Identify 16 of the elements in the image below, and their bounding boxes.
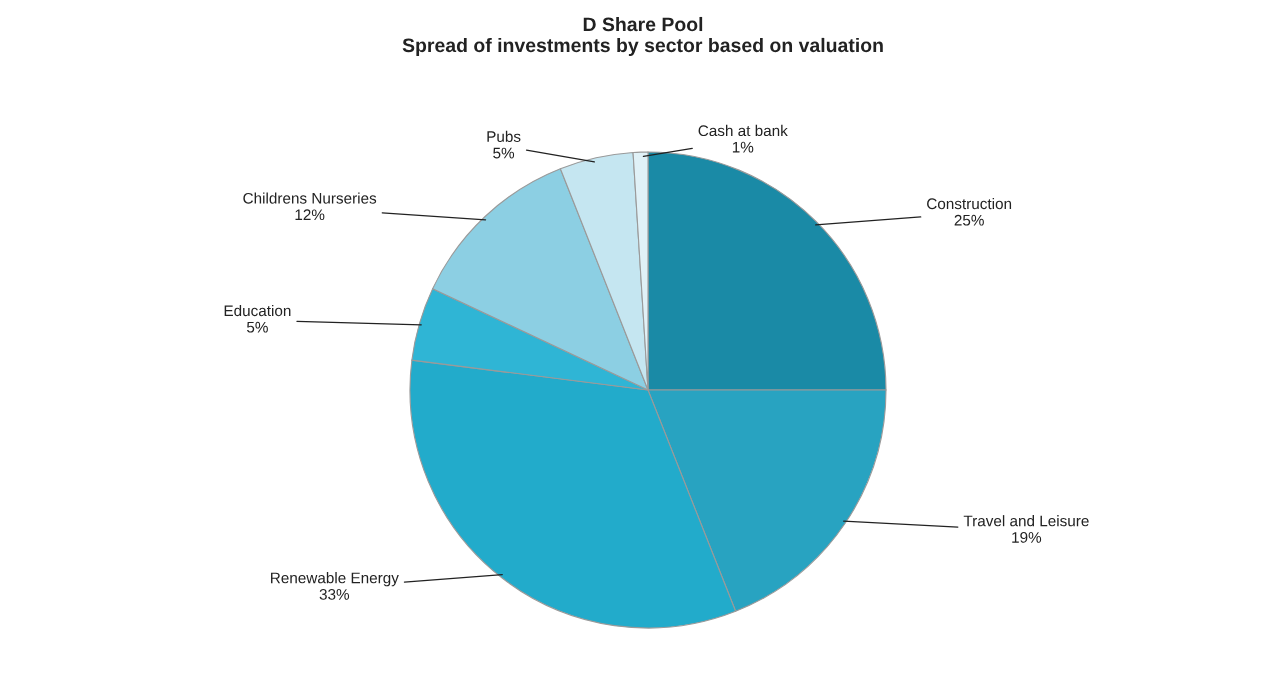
slice-label: Renewable Energy	[271, 572, 399, 587]
data-label: 5%	[246, 321, 268, 333]
slice-label: Cash at bank	[698, 124, 788, 137]
data-label: 5%	[493, 147, 515, 159]
chart-subtitle: Spread of investments by sector based on valuation	[402, 37, 883, 57]
data-label: 1%	[732, 141, 754, 153]
slice-label: Construction	[927, 197, 1012, 210]
data-label: 33%	[319, 588, 350, 600]
chart-title: D Share Pool	[583, 16, 703, 32]
slice-label: Childrens Nurseries	[243, 192, 377, 204]
slice-label: Education	[224, 304, 291, 317]
slice-label: Travel and Leisure	[963, 515, 1089, 527]
data-label: 12%	[295, 209, 325, 221]
data-label: 19%	[1012, 531, 1042, 543]
slice-label: Pubs	[487, 130, 521, 142]
data-label: 25%	[954, 214, 984, 226]
